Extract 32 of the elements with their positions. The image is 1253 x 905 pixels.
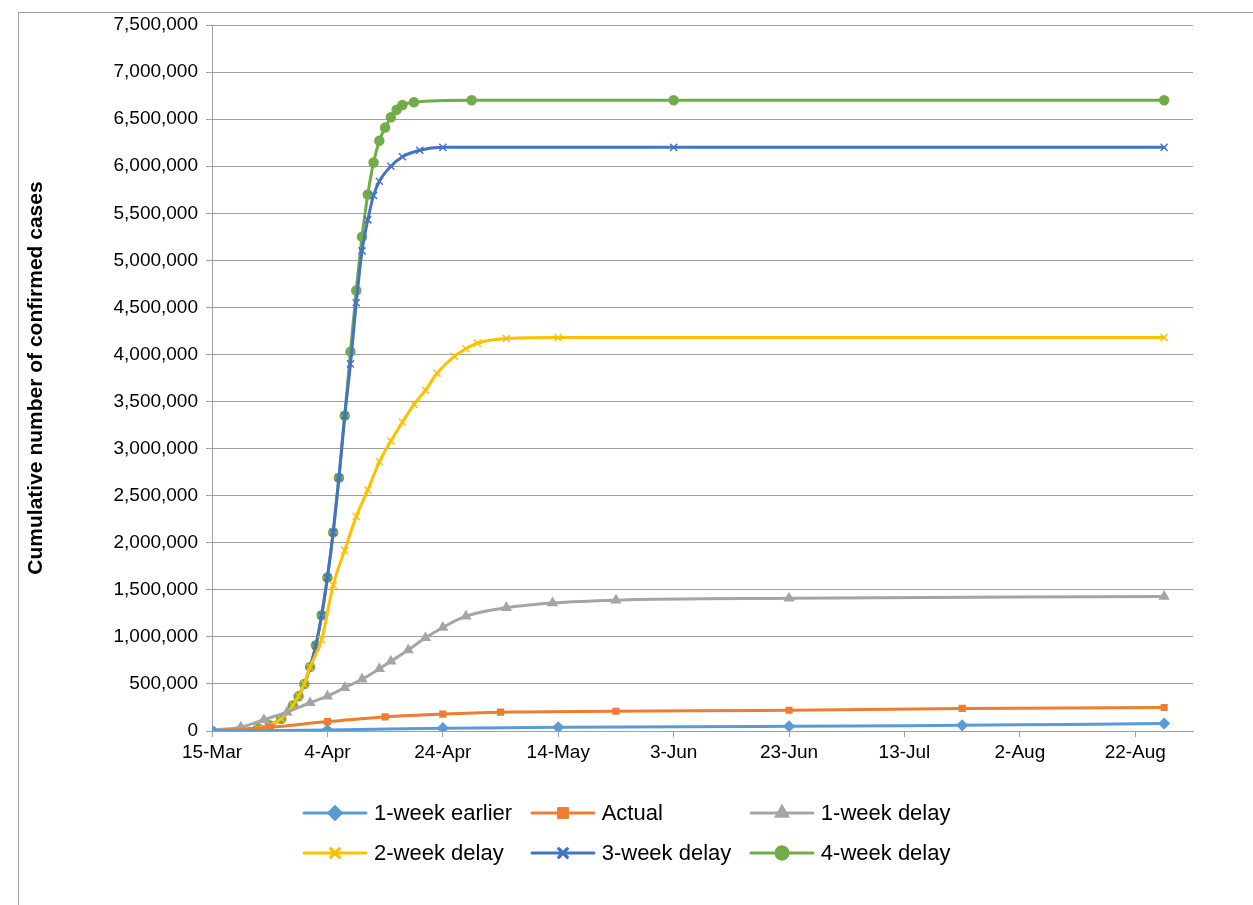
y-tick-label: 7,000,000 <box>113 60 198 82</box>
y-tick-label: 4,500,000 <box>113 295 198 317</box>
legend-label: Actual <box>601 800 663 826</box>
x-tick-label: 22-Aug <box>1104 740 1166 762</box>
y-axis-title: Cumulative number of confirmed cases <box>23 181 47 575</box>
x-tick-label: 15-Mar <box>181 740 243 762</box>
y-tick-label: 3,000,000 <box>113 436 198 458</box>
y-tick-label: 0 <box>187 719 198 741</box>
x-tick-label: 13-Jul <box>878 740 931 762</box>
x-tick-label: 23-Jun <box>760 740 819 762</box>
y-tick-label: 500,000 <box>129 672 198 694</box>
y-tick-label: 3,500,000 <box>113 389 198 411</box>
y-tick-label: 4,000,000 <box>113 342 198 364</box>
x-tick-label: 14-May <box>526 740 591 762</box>
y-tick-label: 5,000,000 <box>113 248 198 270</box>
y-tick-label: 6,000,000 <box>113 154 198 176</box>
y-tick-label: 2,500,000 <box>113 483 198 505</box>
y-tick-label: 7,500,000 <box>113 13 198 35</box>
x-tick-label: 24-Apr <box>414 740 473 762</box>
legend-label: 3-week delay <box>601 840 732 866</box>
y-tick-label: 1,000,000 <box>113 625 198 647</box>
x-tick-label: 4-Apr <box>304 740 352 762</box>
legend-label: 1-week delay <box>820 800 951 826</box>
y-tick-label: 2,000,000 <box>113 530 198 552</box>
legend-label: 4-week delay <box>820 840 951 866</box>
legend-label: 1-week earlier <box>374 800 513 826</box>
y-tick-label: 6,500,000 <box>113 107 198 129</box>
y-tick-label: 5,500,000 <box>113 201 198 223</box>
x-tick-label: 3-Jun <box>649 740 698 762</box>
x-tick-label: 2-Aug <box>994 740 1046 762</box>
y-tick-label: 1,500,000 <box>113 578 198 600</box>
legend-label: 2-week delay <box>374 840 504 866</box>
